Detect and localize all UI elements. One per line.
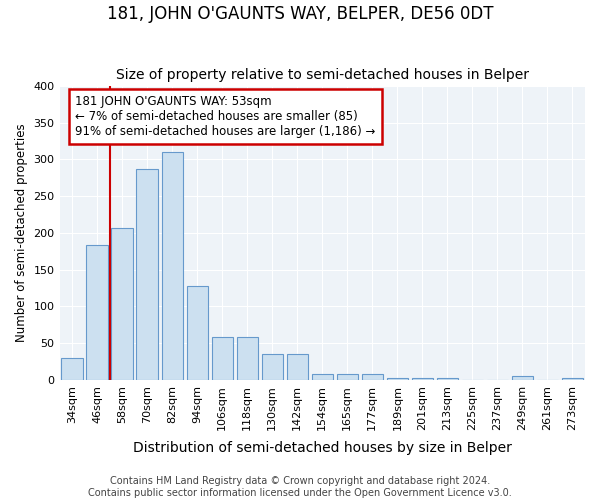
Y-axis label: Number of semi-detached properties: Number of semi-detached properties [15, 124, 28, 342]
Bar [287, 354, 308, 380]
Bar [236, 336, 258, 380]
Bar [412, 378, 433, 380]
Text: Contains HM Land Registry data © Crown copyright and database right 2024.
Contai: Contains HM Land Registry data © Crown c… [88, 476, 512, 498]
Bar [262, 354, 283, 380]
Bar [362, 374, 383, 380]
Bar [437, 378, 458, 380]
Bar [112, 228, 133, 380]
Bar [161, 152, 183, 380]
Bar [311, 374, 333, 380]
Bar [337, 374, 358, 380]
Bar [61, 358, 83, 380]
Text: 181 JOHN O'GAUNTS WAY: 53sqm
← 7% of semi-detached houses are smaller (85)
91% o: 181 JOHN O'GAUNTS WAY: 53sqm ← 7% of sem… [76, 95, 376, 138]
Bar [512, 376, 533, 380]
Bar [86, 246, 108, 380]
Bar [212, 336, 233, 380]
Bar [136, 169, 158, 380]
Bar [387, 378, 408, 380]
X-axis label: Distribution of semi-detached houses by size in Belper: Distribution of semi-detached houses by … [133, 441, 512, 455]
Bar [562, 378, 583, 380]
Bar [187, 286, 208, 380]
Title: Size of property relative to semi-detached houses in Belper: Size of property relative to semi-detach… [116, 68, 529, 82]
Text: 181, JOHN O'GAUNTS WAY, BELPER, DE56 0DT: 181, JOHN O'GAUNTS WAY, BELPER, DE56 0DT [107, 5, 493, 23]
